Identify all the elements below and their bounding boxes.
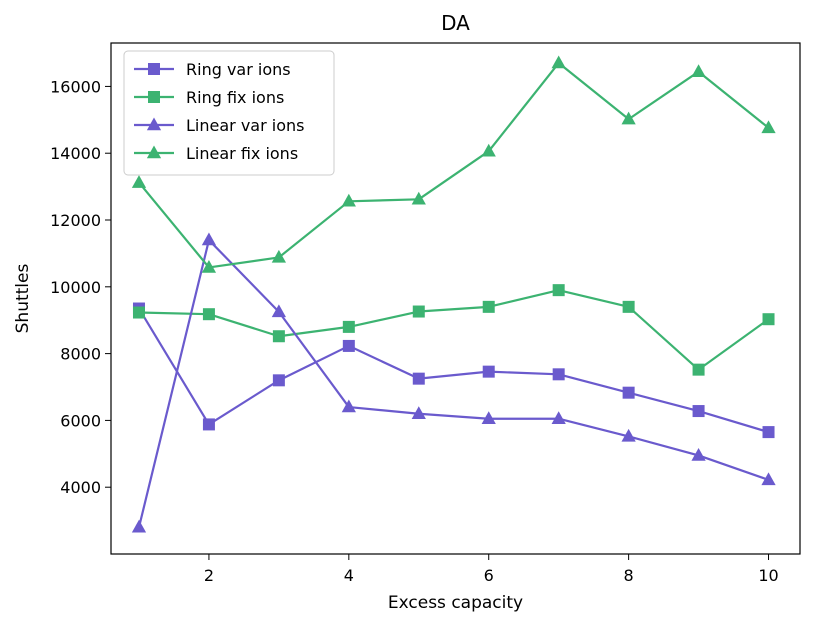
data-point <box>201 259 217 273</box>
data-point <box>411 191 426 205</box>
legend-label: Ring var ions <box>186 60 291 79</box>
data-point <box>341 399 356 413</box>
data-point <box>481 143 496 157</box>
data-point <box>131 519 147 533</box>
series-linear-var-ions <box>131 232 776 533</box>
data-point <box>482 365 495 378</box>
y-tick-label: 16000 <box>50 77 101 96</box>
x-tick-label: 4 <box>344 566 354 585</box>
data-point <box>762 426 775 439</box>
legend-item: Ring var ions <box>134 60 291 79</box>
data-point <box>551 55 566 69</box>
data-point <box>342 320 355 333</box>
chart-title: DA <box>441 11 470 35</box>
x-tick-label: 10 <box>758 566 778 585</box>
data-point <box>552 284 565 297</box>
series-ring-fix-ions <box>132 284 775 376</box>
series-line <box>137 238 769 528</box>
legend-label: Linear fix ions <box>186 144 298 163</box>
data-point <box>761 472 776 486</box>
y-tick-label: 12000 <box>50 211 101 230</box>
legend-marker <box>148 91 160 103</box>
data-point <box>692 363 705 376</box>
data-point <box>691 447 706 461</box>
data-point <box>692 405 705 418</box>
x-tick-label: 2 <box>204 566 214 585</box>
legend-item: Ring fix ions <box>134 88 284 107</box>
x-tick-label: 6 <box>484 566 494 585</box>
legend-marker <box>146 117 162 131</box>
legend: Ring var ions Ring fix ions Linear var ion… <box>123 50 335 176</box>
data-point <box>622 300 635 313</box>
y-axis: 4000 6000 8000 10000 12000 14000 16000 <box>50 77 111 497</box>
plot-frame <box>110 42 801 555</box>
series-ring-var-ions <box>132 302 775 439</box>
data-point <box>691 64 706 77</box>
series-line <box>138 307 769 434</box>
y-tick-label: 10000 <box>50 278 101 297</box>
data-point <box>271 249 287 263</box>
legend-item: Linear fix ions <box>134 144 298 163</box>
legend-marker <box>148 63 160 75</box>
legend-box <box>123 50 335 176</box>
data-point <box>341 193 356 207</box>
data-point <box>412 305 425 318</box>
y-tick-label: 14000 <box>50 144 101 163</box>
y-tick-label: 8000 <box>60 345 101 364</box>
data-point <box>411 406 426 419</box>
data-point <box>342 339 355 352</box>
y-tick-label: 4000 <box>60 478 101 497</box>
data-point <box>761 120 776 134</box>
data-point <box>621 111 636 125</box>
data-point <box>622 386 635 399</box>
data-point <box>202 418 215 431</box>
legend-item: Linear var ions <box>134 116 304 135</box>
data-point <box>272 330 285 343</box>
data-point <box>271 304 287 318</box>
x-axis: 2 4 6 8 10 <box>204 554 779 585</box>
data-point <box>272 374 285 387</box>
legend-marker <box>146 145 162 159</box>
series-layer <box>131 55 776 533</box>
data-point <box>552 368 565 381</box>
y-tick-label: 6000 <box>60 411 101 430</box>
data-point <box>201 232 217 246</box>
x-tick-label: 8 <box>624 566 634 585</box>
data-point <box>482 300 495 313</box>
y-axis-label: Shuttles <box>13 264 33 334</box>
data-point <box>481 411 496 424</box>
series-line <box>138 61 770 269</box>
data-point <box>132 306 145 319</box>
data-point <box>621 428 636 442</box>
legend-label: Linear var ions <box>186 116 304 135</box>
data-point <box>762 313 775 326</box>
data-point <box>202 308 215 321</box>
data-point <box>412 372 425 385</box>
series-linear-fix-ions <box>131 55 776 273</box>
data-point <box>551 411 566 424</box>
x-axis-label: Excess capacity <box>388 593 523 613</box>
series-line <box>138 289 770 371</box>
legend-label: Ring fix ions <box>186 88 284 107</box>
data-point <box>131 175 147 188</box>
